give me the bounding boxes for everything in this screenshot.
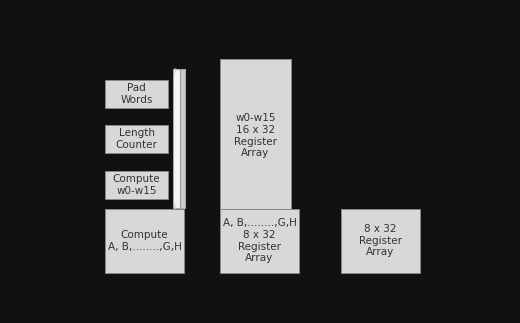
FancyBboxPatch shape (106, 171, 168, 199)
FancyBboxPatch shape (106, 80, 168, 109)
Text: 8 x 32
Register
Array: 8 x 32 Register Array (359, 224, 402, 257)
FancyBboxPatch shape (106, 209, 184, 273)
Polygon shape (173, 68, 180, 208)
Text: Pad
Words: Pad Words (120, 83, 153, 105)
Text: Compute
w0-w15: Compute w0-w15 (113, 174, 160, 196)
Text: A, B,........,G,H
8 x 32
Register
Array: A, B,........,G,H 8 x 32 Register Array (223, 218, 296, 263)
Polygon shape (180, 68, 185, 208)
Text: Compute
A, B,........,G,H: Compute A, B,........,G,H (108, 230, 181, 252)
Text: w0-w15
16 x 32
Register
Array: w0-w15 16 x 32 Register Array (234, 113, 277, 158)
FancyBboxPatch shape (341, 209, 420, 273)
Text: Length
Counter: Length Counter (115, 128, 158, 150)
FancyBboxPatch shape (106, 125, 168, 153)
FancyBboxPatch shape (220, 209, 298, 273)
FancyBboxPatch shape (220, 59, 291, 213)
